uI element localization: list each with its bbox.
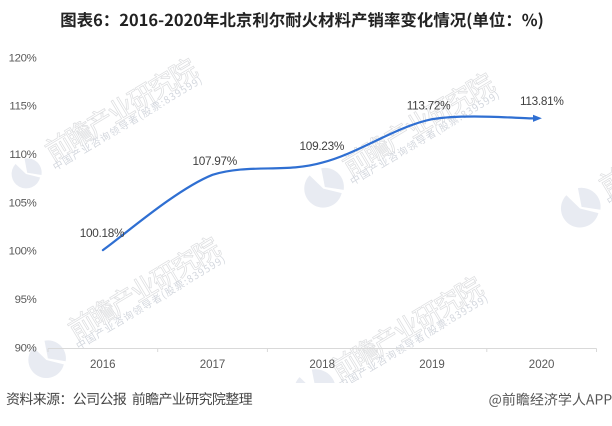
svg-text:2018: 2018 bbox=[309, 359, 335, 371]
svg-text:105%: 105% bbox=[9, 197, 37, 209]
svg-text:2017: 2017 bbox=[200, 359, 226, 371]
svg-text:2016: 2016 bbox=[90, 359, 116, 371]
svg-text:2019: 2019 bbox=[419, 359, 445, 371]
svg-text:115%: 115% bbox=[9, 101, 36, 113]
svg-text:100.18%: 100.18% bbox=[80, 226, 125, 240]
svg-text:107.97%: 107.97% bbox=[192, 154, 237, 168]
svg-text:95%: 95% bbox=[15, 294, 37, 306]
svg-text:113.81%: 113.81% bbox=[520, 94, 564, 108]
svg-text:90%: 90% bbox=[15, 342, 37, 354]
svg-text:113.72%: 113.72% bbox=[407, 99, 451, 113]
svg-text:2020: 2020 bbox=[529, 359, 555, 371]
svg-text:120%: 120% bbox=[9, 52, 37, 64]
svg-text:110%: 110% bbox=[9, 149, 36, 161]
svg-text:109.23%: 109.23% bbox=[300, 139, 345, 153]
svg-text:100%: 100% bbox=[9, 246, 37, 258]
